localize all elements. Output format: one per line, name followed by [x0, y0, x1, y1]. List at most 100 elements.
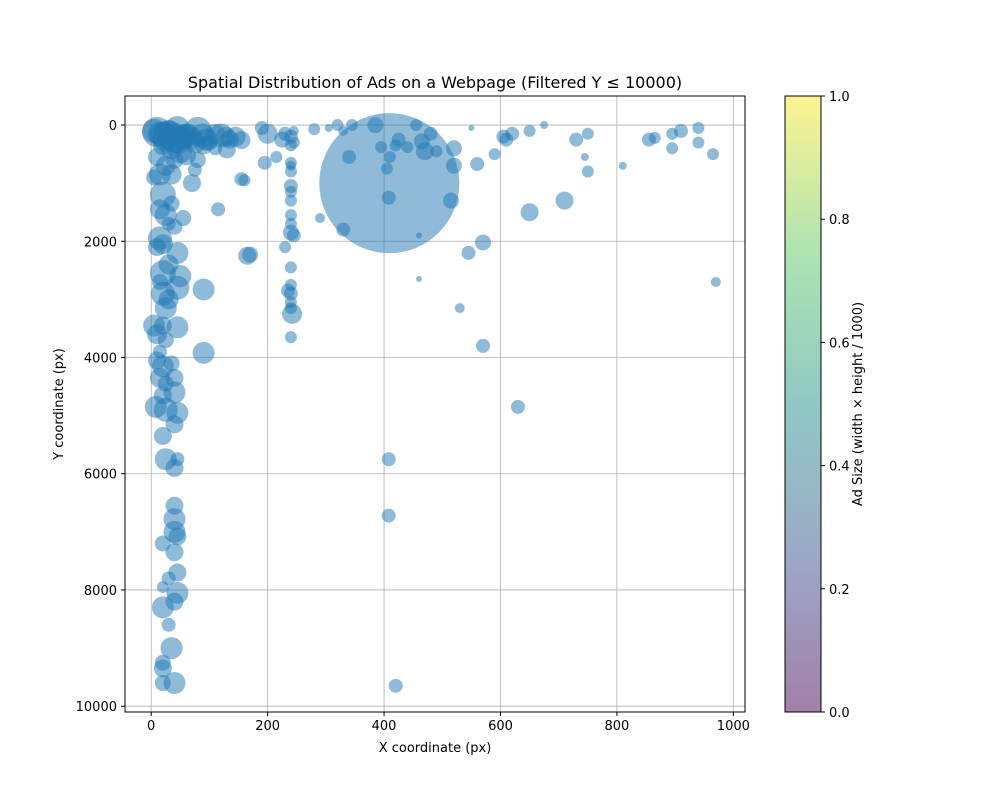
colorbar-tick-label: 0.0: [829, 706, 850, 721]
data-point: [338, 125, 349, 136]
data-point: [454, 303, 465, 314]
data-point: [540, 121, 549, 130]
data-point: [238, 174, 251, 187]
data-point: [154, 297, 177, 320]
data-point: [673, 123, 688, 138]
x-tick-label: 200: [255, 719, 280, 734]
data-point: [410, 119, 423, 132]
colorbar-gradient: [785, 96, 821, 712]
data-point: [375, 141, 388, 154]
data-point: [381, 508, 396, 523]
data-point: [146, 169, 163, 186]
data-point: [461, 245, 476, 260]
colorbar-tick-label: 0.6: [829, 336, 850, 351]
colorbar-frame: [784, 95, 822, 713]
y-tick-label: 8000: [84, 584, 117, 599]
data-point: [383, 151, 396, 164]
data-point: [168, 527, 187, 546]
data-point: [148, 238, 167, 257]
data-point: [475, 234, 492, 251]
data-point: [342, 150, 357, 165]
data-point: [470, 156, 485, 171]
data-point: [161, 164, 182, 185]
data-point: [182, 174, 201, 193]
data-point: [569, 132, 584, 147]
data-point: [163, 671, 186, 694]
data-point: [288, 125, 299, 136]
data-point: [666, 142, 679, 155]
data-point: [187, 162, 202, 177]
data-point: [580, 153, 589, 162]
data-point: [217, 140, 236, 159]
data-point: [415, 276, 422, 283]
colorbar-ticks: 0.0 0.2 0.4 0.6 0.8 1.0: [821, 90, 850, 721]
data-point: [270, 151, 283, 164]
data-point: [286, 228, 301, 243]
scatter-points: [142, 113, 721, 694]
x-tick-label: 1000: [717, 719, 750, 734]
chart-title: Spatial Distribution of Ads on a Webpage…: [188, 73, 682, 92]
data-point: [415, 142, 434, 161]
data-point: [555, 191, 574, 210]
data-point: [257, 123, 278, 144]
data-point: [284, 185, 297, 198]
data-point: [445, 157, 462, 174]
x-tick-label: 0: [147, 719, 155, 734]
data-point: [505, 126, 520, 141]
data-point: [581, 165, 594, 178]
data-point: [423, 126, 438, 141]
data-point: [381, 452, 396, 467]
data-point: [692, 121, 705, 134]
data-point: [165, 415, 184, 434]
y-tick-label: 6000: [84, 468, 117, 483]
data-point: [308, 123, 321, 136]
data-point: [160, 637, 183, 660]
data-point: [488, 148, 501, 161]
colorbar-label: Ad Size (width × height / 1000): [851, 302, 866, 506]
data-point: [445, 140, 462, 157]
data-point: [192, 341, 215, 364]
data-point: [284, 331, 297, 344]
data-point: [443, 192, 460, 209]
data-point: [161, 617, 176, 632]
data-point: [151, 596, 174, 619]
data-point: [284, 194, 297, 207]
colorbar-tick-label: 0.8: [829, 213, 850, 228]
data-point: [242, 246, 259, 263]
x-tick-label: 400: [372, 719, 397, 734]
data-point: [476, 338, 491, 353]
data-point: [381, 190, 396, 205]
data-point: [163, 355, 180, 372]
data-point: [324, 123, 333, 132]
data-point: [283, 286, 298, 301]
data-point: [161, 571, 176, 586]
x-axis-label: X coordinate (px): [379, 741, 492, 756]
data-point: [284, 209, 297, 222]
data-point: [165, 150, 184, 169]
data-point: [284, 261, 297, 274]
y-tick-label: 10000: [76, 700, 117, 715]
plot-frame: [124, 95, 746, 713]
x-tick-label: 600: [488, 719, 513, 734]
data-point: [257, 155, 272, 170]
y-tick-label: 4000: [84, 352, 117, 367]
data-point: [346, 119, 359, 132]
data-point: [284, 165, 297, 178]
data-point: [706, 148, 719, 161]
colorbar-tick-label: 1.0: [829, 90, 850, 105]
data-point: [692, 136, 705, 149]
data-point: [710, 276, 721, 287]
data-point: [401, 141, 414, 154]
data-point: [581, 127, 594, 140]
data-point: [165, 458, 184, 477]
data-point: [520, 203, 539, 222]
data-point: [165, 543, 184, 562]
data-point: [282, 303, 303, 324]
data-point: [192, 278, 215, 301]
data-point: [153, 659, 172, 678]
data-point: [279, 241, 292, 254]
data-point: [287, 136, 300, 149]
data-point: [523, 124, 536, 137]
x-tick-label: 800: [605, 719, 630, 734]
